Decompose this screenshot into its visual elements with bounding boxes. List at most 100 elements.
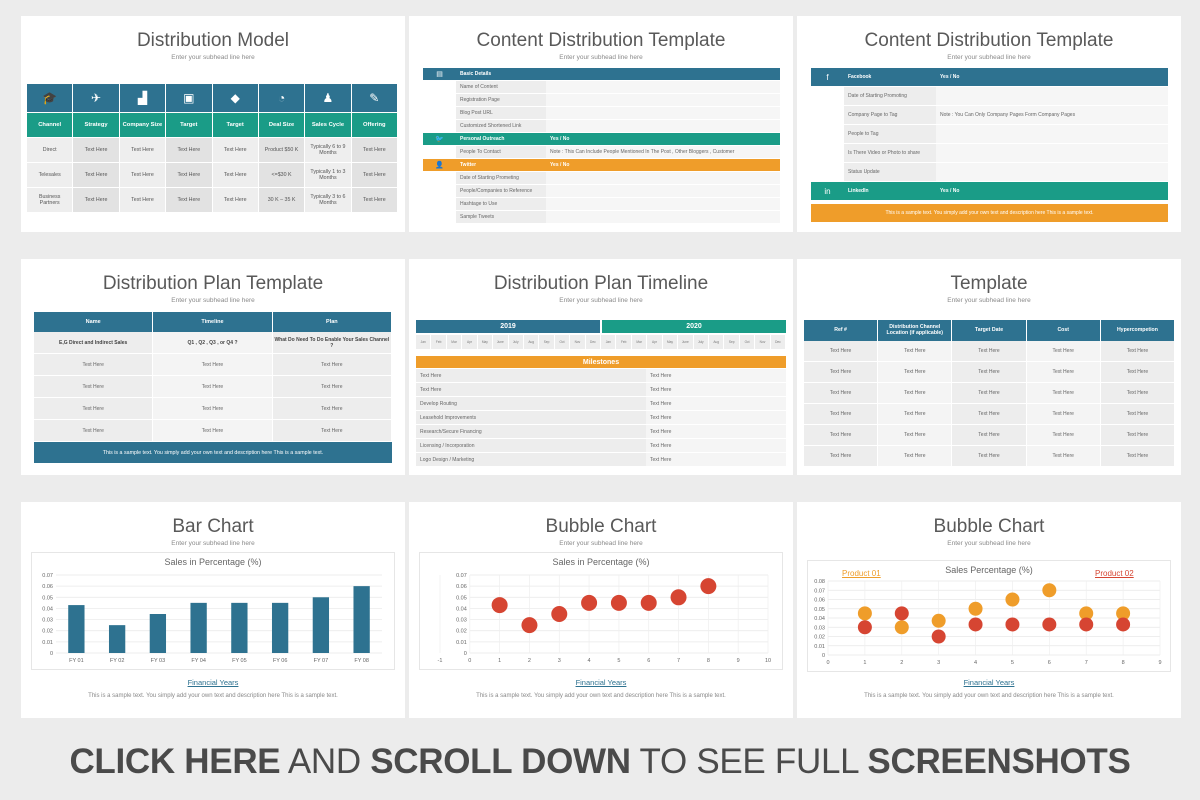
y-tick-label: 0.08 (814, 579, 825, 585)
table-cell: Text Here (952, 362, 1027, 382)
month-label: Jan (416, 335, 432, 349)
month-label: June (678, 335, 694, 349)
table-row: Text Here Text Here Text Here (34, 398, 392, 420)
bubble (581, 594, 598, 611)
section-label: Basic Details (456, 68, 546, 80)
column-header: Hypercompetion (1101, 320, 1176, 341)
item-label: Date of Starting Promoting (844, 87, 936, 105)
x-tick-label: 9 (737, 658, 740, 664)
slide-content-distribution-2[interactable]: Content Distribution Template Enter your… (797, 16, 1181, 232)
column-header: Target (166, 113, 213, 137)
bubble (610, 594, 627, 611)
list-item: Registration Page (423, 94, 780, 107)
x-tick-label: FY 01 (69, 658, 84, 664)
item-value: Note : This Can Include People Mentioned… (546, 146, 780, 158)
slide-bubble-chart-1[interactable]: Bubble Chart Enter your subhead line her… (409, 502, 793, 718)
column-header: Strategy (73, 113, 120, 137)
item-label: People to Tag (844, 125, 936, 143)
x-axis-label: Financial Years (575, 678, 627, 687)
month-label: Dec (770, 335, 787, 349)
item-label: Hashtage to Use (456, 198, 546, 210)
bubble (968, 617, 983, 632)
table-row: Licensing / Incorporation Text Here (416, 439, 786, 453)
chart-area: Sales in Percentage (%) 0 0.01 0.02 0.03 0.0… (31, 552, 395, 670)
month-label: June (493, 335, 509, 349)
month-label: Mar (631, 335, 648, 349)
table-cell: Text Here (351, 163, 398, 187)
item-value (546, 94, 780, 106)
table-cell: Research/Secure Financing (416, 425, 646, 438)
item-value (546, 172, 780, 184)
bubble (931, 613, 946, 628)
slide-template[interactable]: Template Enter your subhead line here Re… (797, 259, 1181, 475)
table-cell: Text Here (878, 404, 953, 424)
y-tick-label: 0.07 (814, 588, 825, 594)
table-row: Text Here Text Here Text Here Text Here Text… (804, 404, 1176, 425)
section-header: ▤ Basic Details (423, 68, 780, 81)
table-cell: Q1 , Q2 , Q3 , or Q4 ? (153, 332, 273, 353)
y-tick-label: 0 (50, 651, 53, 657)
table-cell: Text Here (1026, 341, 1101, 361)
cta-click-here[interactable]: CLICK HERE (69, 742, 281, 781)
slide-distribution-plan-timeline[interactable]: Distribution Plan Timeline Enter your su… (409, 259, 793, 475)
chart-area: Sales in Percentage (%) 0 0.01 0.02 0.03 0.0… (419, 552, 783, 670)
bubble (670, 589, 687, 606)
table-cell: Typically 3 to 6 Months (305, 188, 352, 212)
table-cell: Text Here (34, 420, 154, 441)
table-body: Direct Text Here Text Here Text Here Text He… (27, 138, 398, 213)
section-value: Yes / No (546, 159, 780, 171)
table-cell: Product $50 K (258, 138, 306, 162)
slide-bar-chart[interactable]: Bar Chart Enter your subhead line here S… (21, 502, 405, 718)
x-tick-label: 8 (707, 658, 710, 664)
table-cell: Text Here (804, 404, 879, 424)
slide-distribution-plan-template[interactable]: Distribution Plan Template Enter your su… (21, 259, 405, 475)
cta-banner[interactable]: CLICK HERE AND SCROLL DOWN TO SEE FULL S… (0, 742, 1200, 782)
x-tick-label: 8 (1122, 660, 1125, 666)
month-label: Jan (601, 335, 617, 349)
bar (68, 605, 85, 653)
section-value: Yes / No (546, 133, 780, 145)
table-cell: Text Here (73, 163, 120, 187)
table-row: Text Here Text Here (416, 383, 786, 397)
x-tick-label: 6 (1048, 660, 1051, 666)
spacer (811, 163, 844, 181)
table-cell: Text Here (646, 397, 786, 410)
column-header: Sales Cycle (305, 113, 352, 137)
month-label: Apr (647, 335, 663, 349)
footer-text: This is a sample text. You simply add yo… (864, 693, 1114, 699)
table-cell: Text Here (272, 354, 392, 375)
footer-bar: This is a sample text. You simply add yo… (34, 442, 392, 463)
bubble (640, 594, 657, 611)
slide-subhead: Enter your subhead line here (559, 54, 643, 61)
slide-content-distribution-1[interactable]: Content Distribution Template Enter your… (409, 16, 793, 232)
section-value (546, 68, 780, 80)
bubble (857, 620, 872, 635)
bubble-chart: 0 0.01 0.02 0.03 0.04 0.05 0.06 0.07 -1 0 1 2 3 4 5 6 7 8… (438, 573, 772, 664)
y-tick-label: 0.03 (814, 625, 825, 631)
y-tick-label: 0.04 (456, 606, 467, 612)
slide-title: Bubble Chart (545, 516, 657, 537)
bubble (931, 629, 946, 644)
chart-title: Sales in Percentage (%) (164, 557, 262, 567)
spacer (811, 125, 844, 143)
month-label: Oct (739, 335, 756, 349)
slide-distribution-model[interactable]: Distribution Model Enter your subhead li… (21, 16, 405, 232)
chart-title: Sales in Percentage (%) (552, 557, 650, 567)
bubble (521, 617, 538, 634)
list-item: Company Page to Tag Note : You Can Only C… (811, 106, 1168, 125)
x-tick-label: 4 (974, 660, 977, 666)
y-tick-label: 0.01 (814, 644, 825, 650)
section-header: 👤 Twitter Yes / No (423, 159, 780, 172)
table-row: Direct Text Here Text Here Text Here Text He… (27, 138, 398, 163)
slide-bubble-chart-2[interactable]: Bubble Chart Enter your subhead line her… (797, 502, 1181, 718)
column-header: Cost (1027, 320, 1101, 341)
table-cell: Text Here (272, 420, 392, 441)
bubble (1079, 606, 1094, 621)
y-tick-label: 0.01 (456, 640, 467, 646)
y-tick-label: 0.07 (42, 573, 53, 579)
table-cell: 30 K – 35 K (258, 188, 306, 212)
month-row: Jan Feb Mar Apr May June July Aug Sep Oct Nov Dec Ja… (416, 335, 787, 349)
list-item: Status Update (811, 163, 1168, 182)
table-cell: Text Here (212, 163, 259, 187)
table-cell: Text Here (119, 163, 167, 187)
